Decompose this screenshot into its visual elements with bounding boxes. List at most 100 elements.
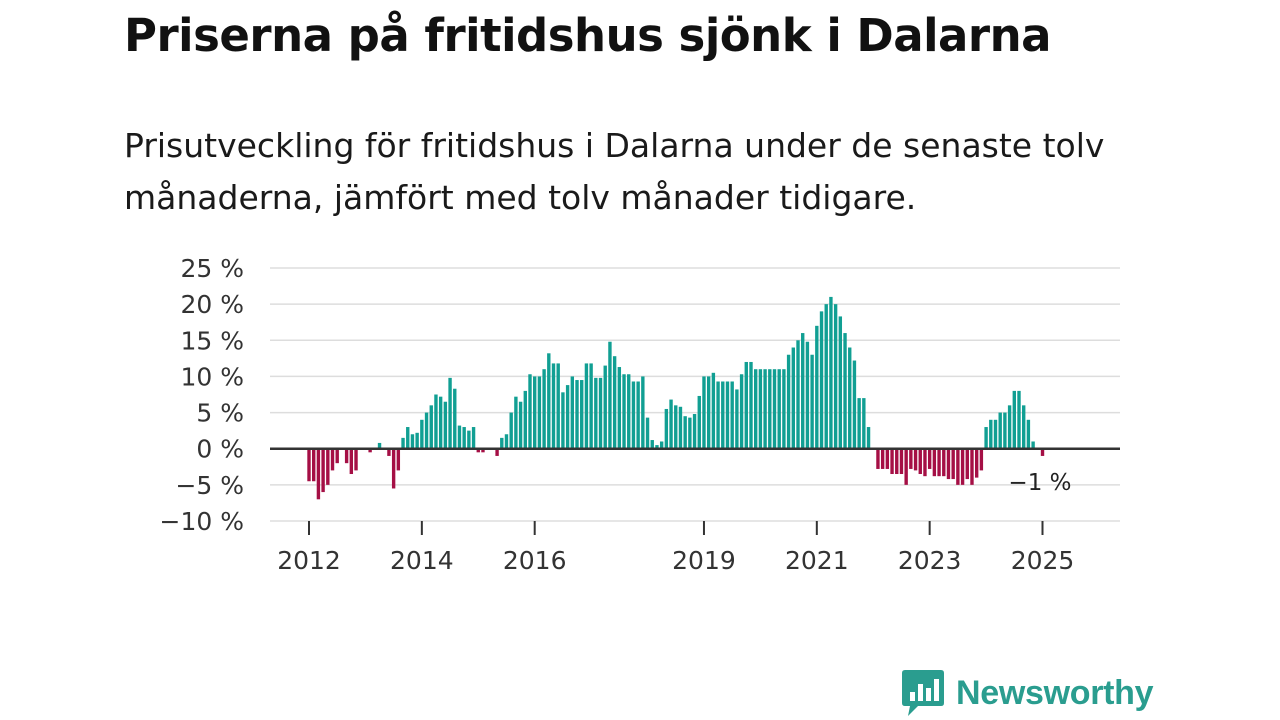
bar: [739, 374, 744, 449]
bar: [410, 434, 415, 449]
bar: [330, 448, 335, 471]
bar: [504, 434, 509, 449]
bar: [862, 398, 866, 449]
bar: [965, 448, 969, 480]
bar: [561, 392, 565, 449]
x-tick-label: 2019: [672, 546, 736, 575]
bar: [396, 448, 401, 471]
bar: [960, 448, 965, 485]
bar: [843, 333, 847, 449]
bar: [481, 448, 485, 453]
bar: [448, 377, 452, 449]
bar: [866, 427, 871, 449]
bar: [584, 363, 589, 449]
bar: [443, 401, 448, 449]
bar: [594, 377, 598, 449]
bar: [1022, 405, 1026, 449]
bar: [391, 448, 396, 489]
bar: [838, 316, 843, 449]
bar-chart: 25 % 20 % 15 % 10 % 5 % 0 % −5 % −10 % 2012 2014…: [160, 254, 1120, 575]
bar: [932, 448, 937, 477]
bar: [683, 416, 687, 449]
newsworthy-logo: Newsworthy: [902, 670, 1154, 716]
bar: [659, 441, 664, 449]
bar: [655, 445, 659, 449]
bar: [735, 389, 739, 449]
bar: [462, 427, 466, 449]
bar: [608, 341, 612, 449]
bar: [424, 412, 429, 449]
bar: [476, 448, 480, 453]
bar: [758, 369, 763, 449]
bar: [612, 356, 617, 449]
bar: [801, 333, 805, 449]
bar: [989, 419, 993, 449]
y-axis-tick-labels: 25 % 20 % 15 % 10 % 5 % 0 % −5 % −10 %: [160, 254, 244, 536]
bar: [749, 361, 753, 449]
bar: [909, 448, 913, 469]
y-tick-label: 25 %: [180, 254, 244, 283]
bar: [406, 427, 410, 449]
x-axis: 2012 2014 2016 2019 2021 2023 2025: [277, 521, 1074, 575]
bar: [829, 296, 833, 449]
bar: [617, 367, 622, 449]
bar: [622, 374, 626, 449]
bar: [1003, 412, 1007, 449]
bar: [716, 381, 720, 449]
bar: [777, 369, 781, 449]
x-tick-label: 2012: [277, 546, 341, 575]
bar: [918, 448, 922, 475]
bar-chart-speech-bubble-icon: [902, 670, 944, 716]
bar: [721, 381, 725, 449]
bar: [321, 448, 325, 493]
bar: [664, 408, 669, 449]
bar: [993, 419, 998, 449]
bar: [730, 381, 734, 449]
bar: [899, 448, 904, 475]
bar: [509, 412, 513, 449]
bar: [979, 448, 984, 471]
bar: [815, 325, 819, 449]
chart-title: Priserna på fritidshus sjönk i Dalarna: [124, 9, 1052, 62]
bar: [326, 448, 330, 485]
bar: [556, 363, 560, 449]
bar: [457, 425, 462, 449]
bar: [603, 365, 607, 449]
bar: [768, 369, 772, 449]
bar: [702, 376, 706, 449]
last-value-label: −1 %: [1008, 470, 1071, 496]
bar: [876, 448, 880, 469]
y-tick-label: −10 %: [160, 507, 244, 536]
bar: [580, 380, 584, 449]
bar: [711, 372, 716, 449]
bar: [852, 360, 857, 449]
bar: [565, 385, 570, 449]
bar: [650, 440, 654, 449]
bar: [763, 369, 767, 449]
bar: [377, 442, 382, 449]
x-tick-label: 2014: [390, 546, 454, 575]
bar: [1007, 405, 1012, 449]
bar: [570, 376, 575, 449]
bar: [453, 388, 457, 449]
bar: [344, 448, 349, 464]
bar: [542, 369, 546, 449]
bar: [575, 380, 579, 449]
chart-subtitle: Prisutveckling för fritidshus i Dalarna …: [124, 126, 1105, 217]
bar: [937, 448, 941, 477]
bar: [998, 412, 1002, 449]
x-tick-label: 2016: [503, 546, 567, 575]
bar: [904, 448, 908, 485]
bar: [754, 369, 758, 449]
bar: [1031, 441, 1035, 449]
bar: [415, 432, 419, 449]
bar: [824, 304, 828, 449]
bar: [387, 448, 391, 456]
bar: [688, 417, 692, 449]
bar: [974, 448, 979, 478]
bar: [951, 448, 955, 480]
y-tick-label: 10 %: [180, 362, 244, 391]
x-tick-label: 2021: [785, 546, 849, 575]
bar: [1012, 390, 1016, 449]
y-tick-label: 20 %: [180, 290, 244, 319]
